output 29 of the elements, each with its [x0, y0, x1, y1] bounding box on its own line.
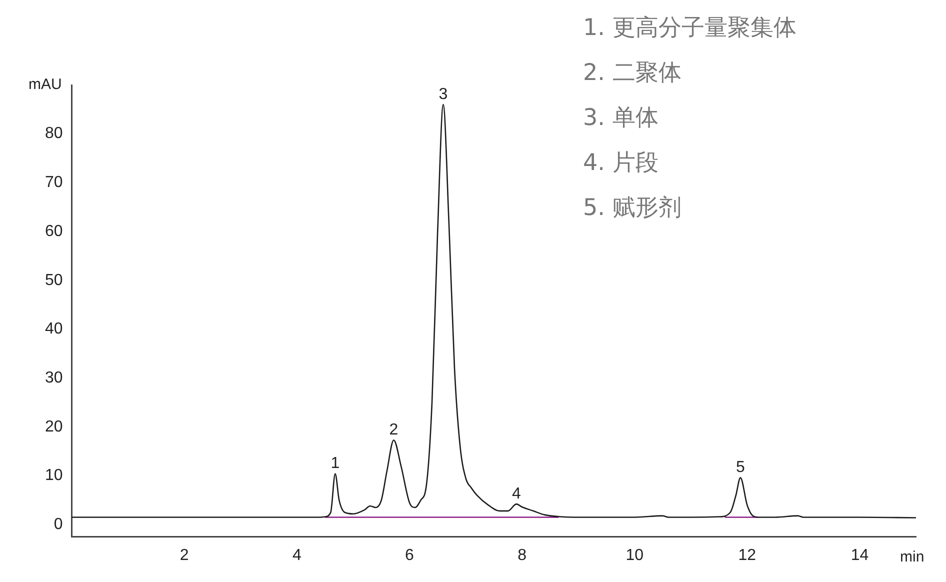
annotation: 1	[330, 455, 340, 472]
x-tick-label: 12	[738, 546, 756, 564]
y-tick-label: 30	[45, 369, 63, 386]
y-tick-label: 60	[45, 222, 63, 240]
y-tick-label: 80	[45, 125, 63, 142]
x-tick-label: 4	[292, 546, 302, 564]
x-tick-label: 14	[850, 546, 869, 564]
y-tick-label: 10	[45, 467, 63, 484]
annotation: 2. 二聚体	[583, 59, 682, 88]
y-tick-label: 20	[45, 418, 63, 436]
line-series	[72, 104, 916, 518]
y-axis-title: mAU	[28, 76, 62, 94]
text: 1. 更高分子量聚集体	[583, 14, 796, 43]
x-tick-label: 2	[180, 546, 189, 564]
annotation: 4. 片段	[583, 149, 660, 178]
annotation: 5	[736, 459, 745, 476]
x-tick-label: 6	[405, 546, 414, 564]
x-axis-title: min	[900, 548, 924, 566]
y-tick-label: 70	[45, 174, 63, 192]
y-tick-label: 50	[45, 272, 63, 289]
annotation: 5. 赋形剂	[583, 194, 682, 223]
annotation: 3	[438, 86, 448, 103]
annotation: 2	[389, 421, 398, 438]
x-tick-label: 10	[626, 546, 644, 564]
x-tick-label: 8	[518, 546, 527, 564]
annotation: 4	[512, 485, 521, 502]
annotation: 3. 单体	[583, 104, 660, 133]
y-tick-label: 0	[54, 516, 63, 533]
y-tick-label: 40	[45, 320, 63, 338]
